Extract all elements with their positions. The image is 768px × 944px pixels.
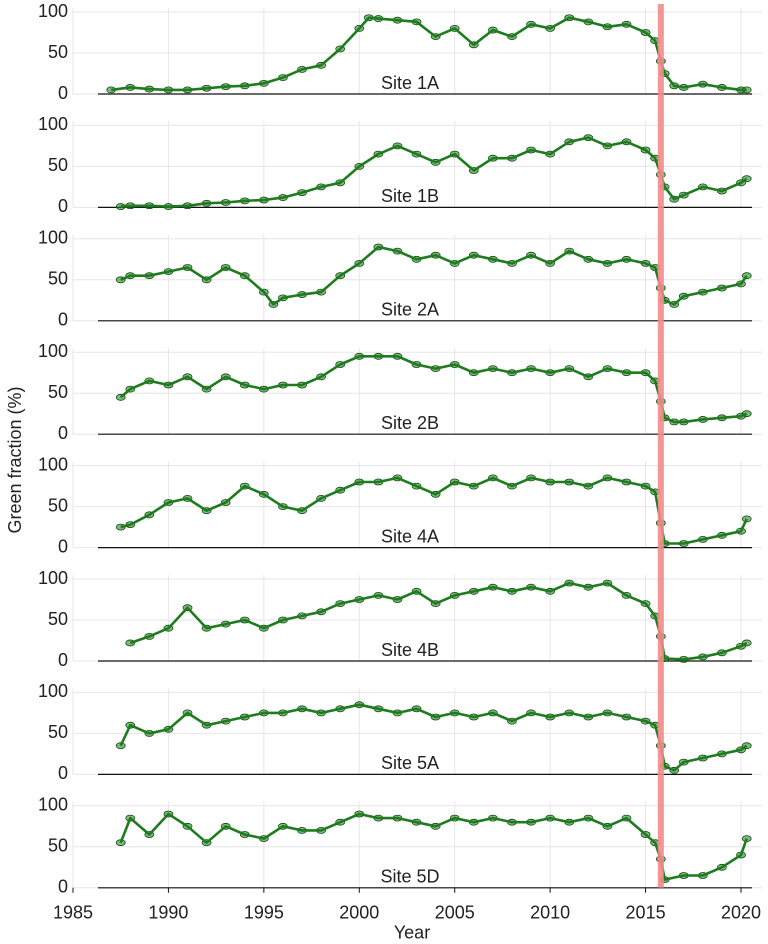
x-tick-label: 2015 (626, 903, 666, 923)
panel-label: Site 2A (381, 300, 439, 320)
trend-line (120, 245, 748, 306)
y-tick-label: 100 (38, 454, 68, 474)
trend-line (120, 136, 748, 208)
y-tick-label: 50 (48, 495, 68, 515)
panel-label: Site 2B (381, 413, 439, 433)
panel-label: Site 1B (381, 186, 439, 206)
x-tick-label: 1990 (148, 903, 188, 923)
y-tick-label: 50 (48, 722, 68, 742)
y-tick-label: 100 (38, 568, 68, 588)
y-tick-label: 0 (58, 310, 68, 330)
y-tick-label: 0 (58, 650, 68, 670)
y-tick-label: 0 (58, 83, 68, 103)
y-tick-label: 100 (38, 795, 68, 815)
panel-label: Site 4A (381, 526, 439, 546)
panel-label: Site 5A (381, 753, 439, 773)
x-tick-label: 2010 (530, 903, 570, 923)
y-axis-label: Green fraction (%) (5, 386, 25, 533)
y-tick-label: 0 (58, 536, 68, 556)
y-tick-label: 0 (58, 196, 68, 216)
y-tick-label: 100 (38, 114, 68, 134)
y-tick-label: 50 (48, 269, 68, 289)
y-tick-label: 50 (48, 836, 68, 856)
y-tick-label: 100 (38, 228, 68, 248)
x-tick-label: 1995 (244, 903, 284, 923)
panel-label: Site 5D (380, 867, 439, 887)
x-tick-label: 1985 (53, 903, 93, 923)
x-tick-label: 2020 (721, 903, 761, 923)
x-tick-label: 2005 (435, 903, 475, 923)
y-tick-label: 50 (48, 42, 68, 62)
x-axis-label: Year (394, 923, 430, 943)
panel-label: Site 1A (381, 73, 439, 93)
y-tick-label: 100 (38, 341, 68, 361)
y-tick-label: 100 (38, 1, 68, 21)
panel-label: Site 4B (381, 640, 439, 660)
y-tick-label: 50 (48, 382, 68, 402)
y-tick-label: 50 (48, 155, 68, 175)
y-tick-label: 50 (48, 609, 68, 629)
y-tick-label: 0 (58, 877, 68, 897)
x-tick-label: 2000 (339, 903, 379, 923)
trend-line (119, 703, 748, 772)
trend-line (119, 355, 748, 424)
y-tick-label: 0 (58, 423, 68, 443)
y-tick-label: 0 (58, 763, 68, 783)
y-tick-label: 100 (38, 681, 68, 701)
